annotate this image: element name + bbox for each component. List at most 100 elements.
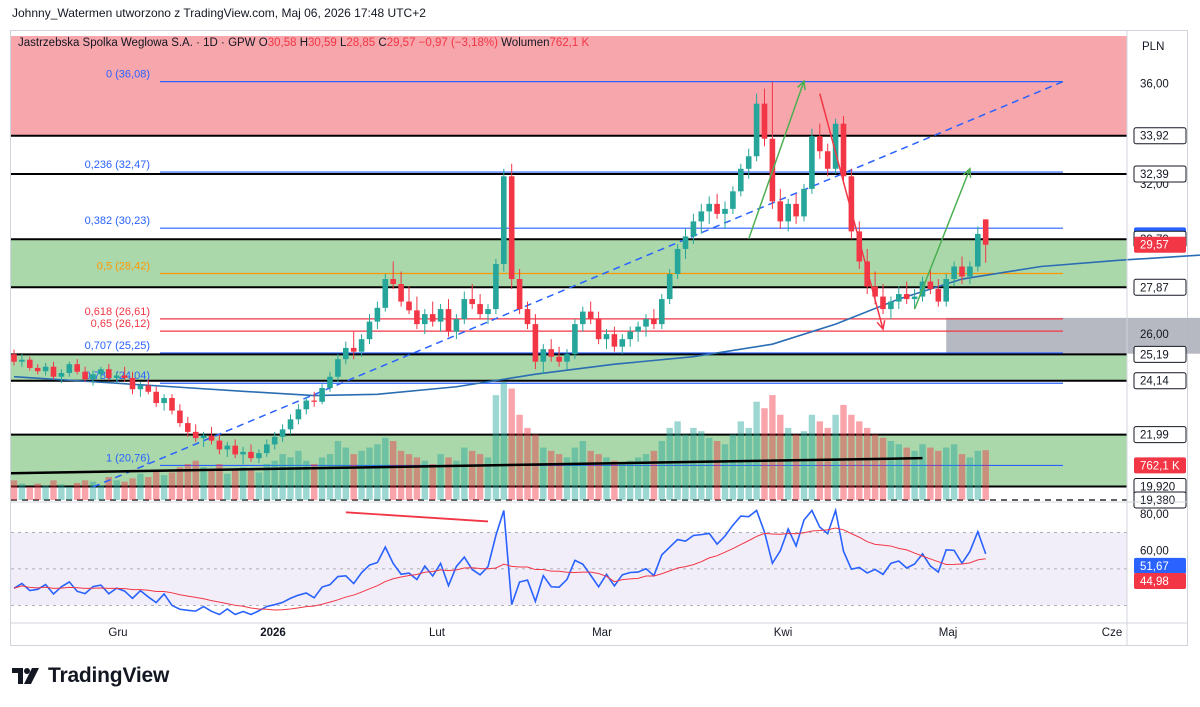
candle (745, 156, 752, 169)
volume-bar (887, 441, 895, 500)
volume-bar (232, 468, 239, 500)
volume-bar (469, 450, 476, 500)
candle (461, 299, 468, 320)
volume-bar (200, 467, 207, 500)
trend-line-black (10, 456, 923, 475)
volume-bar (950, 444, 958, 500)
candle (469, 299, 475, 305)
volume-bar (421, 460, 428, 500)
candle (935, 289, 942, 302)
candle (185, 423, 191, 432)
candle (113, 375, 120, 378)
currency-label: PLN (1142, 41, 1164, 53)
candle (406, 301, 412, 311)
candle (232, 445, 238, 455)
candle (911, 296, 918, 300)
volume-bar (121, 481, 128, 500)
candle (161, 398, 167, 404)
volume-bar (943, 447, 950, 500)
fib-label-3: 0,5 (28,42) (97, 261, 150, 273)
legend-open: 30,58 (267, 37, 297, 49)
price-label-1: 32,39 (1140, 169, 1169, 181)
candle (493, 263, 499, 310)
volume-bar (429, 463, 436, 500)
volume-bar (792, 434, 800, 500)
candle (429, 314, 436, 322)
price-label-6: 25,19 (1140, 349, 1169, 361)
volume-bar (666, 427, 673, 500)
candle (382, 279, 389, 308)
candle (619, 339, 626, 347)
trend-line-rising (92, 80, 1064, 488)
price-badge-4 (1134, 236, 1186, 253)
volume-bar (326, 454, 334, 500)
candle (580, 311, 586, 325)
volume-bar (769, 395, 776, 500)
candle (303, 400, 310, 410)
volume-bar (903, 447, 910, 500)
fib-label-1: 0,236 (32,47) (85, 159, 150, 171)
volume-bar (864, 427, 871, 500)
candle (350, 347, 357, 352)
volume-bar (548, 450, 555, 500)
candle (643, 319, 649, 327)
price-label-4: 29,57 (1140, 240, 1169, 252)
volume-bar (476, 454, 484, 500)
candle (556, 356, 562, 362)
volume-bar (958, 454, 966, 500)
price-badge-11 (1133, 491, 1187, 509)
volume-bar (390, 441, 397, 500)
volume-bar (595, 454, 602, 500)
rsi-tick-label-1: 60,00 (1140, 546, 1169, 558)
volume-bar (753, 401, 760, 500)
zone-support-1 (11, 239, 1127, 288)
volume-bar (650, 450, 658, 500)
volume-bar (824, 427, 831, 500)
volume-bar (405, 454, 413, 500)
volume-bar (698, 431, 705, 500)
candle (414, 310, 420, 325)
candle (809, 136, 815, 189)
candle (975, 233, 981, 267)
price-badge-5 (1133, 278, 1187, 296)
legend-open-label: O (258, 37, 268, 49)
volume-bar (81, 480, 89, 500)
candle (256, 453, 262, 459)
candle (11, 354, 17, 362)
candle (295, 409, 302, 420)
volume-bar (176, 467, 184, 500)
candle (540, 349, 547, 362)
x-tick-label-6: Cze (1102, 627, 1122, 639)
volume-bar (26, 486, 33, 500)
x-tick-label-0: Gru (108, 627, 127, 639)
candle (651, 319, 657, 325)
legend-low-label: L (339, 37, 347, 49)
volume-bar (303, 460, 310, 500)
candle (366, 321, 373, 340)
fib-label-8: 1 (20,76) (106, 452, 150, 464)
price-badge-8 (1133, 426, 1187, 444)
volume-bar (579, 441, 586, 500)
volume-bar (508, 388, 515, 500)
volume-bar (279, 454, 286, 500)
volume-bar (50, 480, 57, 500)
legend-symbol: Jastrzebska Spolka Weglowa S.A. · 1D · G… (18, 37, 256, 49)
volume-bar (437, 454, 444, 500)
volume-bar (184, 463, 191, 500)
candle (153, 391, 159, 404)
volume-bar (311, 463, 318, 500)
candle (611, 334, 618, 347)
price-label-10: 19,920 (1140, 481, 1175, 493)
candle (824, 151, 831, 169)
volume-bar (713, 441, 721, 500)
volume-bar (263, 463, 270, 500)
candle (287, 419, 294, 430)
price-label-11: 19,380 (1140, 495, 1175, 507)
candle (903, 294, 910, 300)
volume-bar (848, 414, 855, 500)
volume-bar (397, 450, 405, 500)
candle (437, 309, 444, 322)
rsi-tick-label-0: 80,00 (1140, 509, 1169, 521)
candle (777, 201, 784, 222)
